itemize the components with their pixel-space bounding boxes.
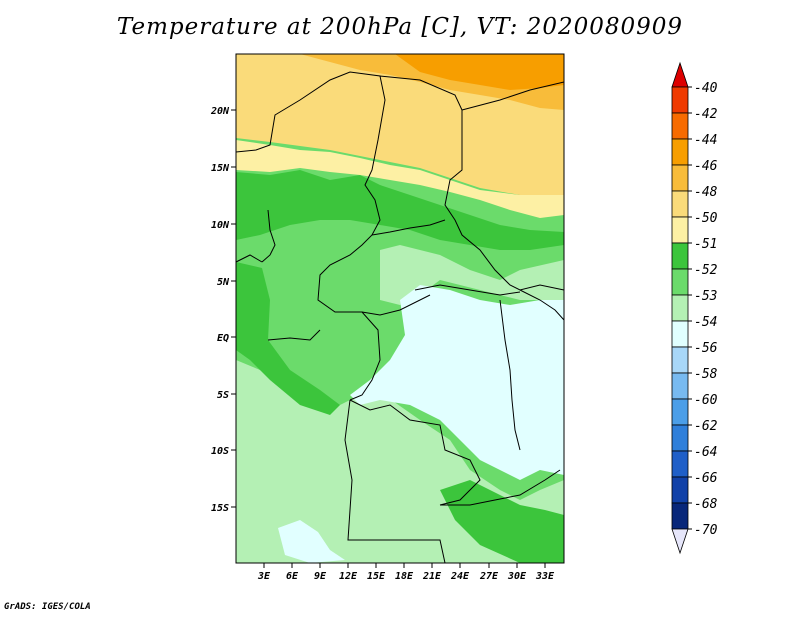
colorbar <box>671 61 689 555</box>
colorbar-label: -48 <box>694 185 718 200</box>
colorbar-swatch <box>671 112 689 140</box>
lat-label: EQ <box>217 333 229 344</box>
colorbar-swatch <box>671 502 689 530</box>
colorbar-label: -58 <box>694 367 718 382</box>
colorbar-label: -46 <box>694 159 718 174</box>
latitude-axis: 20N 15N 10N 5N EQ 5S 10S 15S <box>210 106 236 514</box>
lat-label: 20N <box>210 106 230 117</box>
lat-label: 5S <box>217 390 229 401</box>
colorbar-label: -51 <box>694 237 717 252</box>
lat-label: 15N <box>211 163 230 174</box>
colorbar-swatch <box>671 346 689 374</box>
lon-label: 33E <box>535 571 555 582</box>
colorbar-label: -66 <box>694 471 718 486</box>
map-frame <box>235 53 565 564</box>
colorbar-swatch <box>671 294 689 322</box>
colorbar-swatch <box>671 242 689 270</box>
colorbar-label: -54 <box>694 315 717 330</box>
field-m51-m52-north <box>236 170 564 250</box>
lon-label: 15E <box>367 571 386 582</box>
colorbar-label: -60 <box>694 393 718 408</box>
lon-label: 21E <box>422 571 442 582</box>
lon-label: 6E <box>286 571 299 582</box>
lon-label: 30E <box>507 571 527 582</box>
colorbar-swatch <box>671 450 689 478</box>
grads-credit: GrADS: IGES/COLA <box>4 602 91 612</box>
colorbar-label: -64 <box>694 445 717 460</box>
field-m54-m56-patch <box>278 520 345 563</box>
lat-label: 10N <box>211 220 230 231</box>
lat-label: 15S <box>211 503 229 514</box>
colorbar-swatch <box>671 164 689 192</box>
colorbar-swatch <box>671 138 689 166</box>
colorbar-label: -53 <box>694 289 717 304</box>
field-m44-m46 <box>395 54 564 90</box>
field-m51-m52-west <box>236 262 340 415</box>
lon-label: 24E <box>450 571 470 582</box>
lat-label: 5N <box>217 277 230 288</box>
field-m51-m52-south <box>440 480 564 563</box>
colorbar-swatch <box>671 268 689 296</box>
colorbar-label: -40 <box>694 81 718 96</box>
lon-label: 18E <box>395 571 414 582</box>
colorbar-label: -70 <box>694 523 718 538</box>
colorbar-label: -56 <box>694 341 718 356</box>
colorbar-swatch <box>671 476 689 504</box>
field-m54-m56-core <box>350 285 564 480</box>
colorbar-swatch <box>671 372 689 400</box>
colorbar-label: -44 <box>694 133 717 148</box>
temperature-field <box>236 54 564 563</box>
colorbar-swatch <box>671 320 689 348</box>
lon-label: 3E <box>257 571 271 582</box>
colorbar-swatch <box>671 86 689 114</box>
lon-label: 27E <box>479 571 499 582</box>
colorbar-swatch <box>671 424 689 452</box>
lon-label: 9E <box>314 571 327 582</box>
colorbar-swatch <box>671 216 689 244</box>
field-m50-m51 <box>236 140 564 218</box>
colorbar-label: -50 <box>694 211 718 226</box>
colorbar-swatch <box>671 190 689 218</box>
colorbar-arrow-top <box>671 61 689 88</box>
colorbar-arrow-bottom <box>671 528 689 555</box>
longitude-axis: 3E 6E 9E 12E 15E 18E 21E 24E 27E 30E 33E <box>257 563 555 582</box>
colorbar-labels: -40 -42 -44 -46 -48 -50 -51 -52 -53 -54 … <box>688 81 718 538</box>
colorbar-label: -42 <box>694 107 718 122</box>
colorbar-label: -68 <box>694 497 718 512</box>
colorbar-label: -52 <box>694 263 718 278</box>
colorbar-swatch <box>671 398 689 426</box>
map-title: Temperature at 200hPa [C], VT: 202008090… <box>116 14 684 40</box>
country-boundaries <box>235 71 565 564</box>
colorbar-label: -62 <box>694 419 718 434</box>
lon-label: 12E <box>339 571 358 582</box>
lat-label: 10S <box>211 446 229 457</box>
